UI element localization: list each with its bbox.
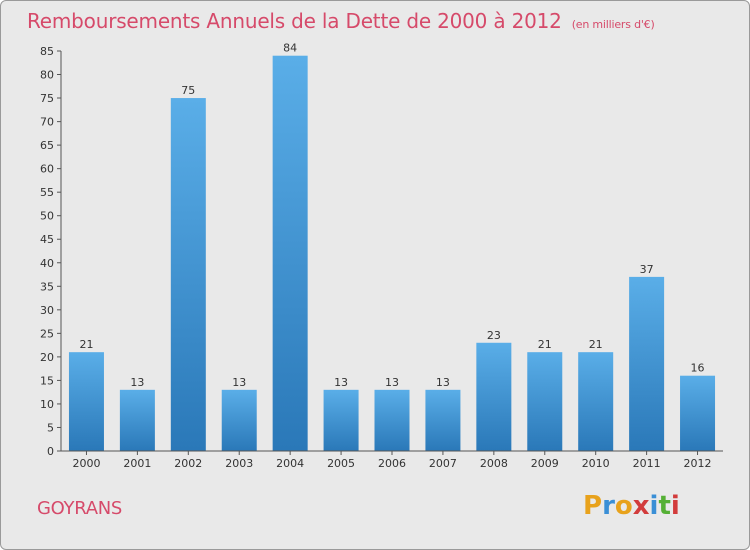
bar-2010 [578, 352, 614, 451]
y-tick-label: 50 [40, 210, 54, 223]
x-tick-label-2009: 2009 [531, 457, 559, 470]
x-tick-label-2007: 2007 [429, 457, 457, 470]
data-label-2006: 13 [385, 376, 399, 389]
chart-unit-note: (en milliers d'€) [571, 18, 655, 31]
proxiti-logo: Proxiti [583, 491, 680, 521]
bars: 21 13 75 13 84 13 13 13 23 21 21 37 16 [68, 42, 716, 452]
bar-2009 [527, 352, 563, 451]
y-tick-label: 0 [47, 445, 54, 458]
data-label-2012: 16 [691, 362, 705, 375]
y-tick-label: 85 [40, 45, 54, 58]
bar-2004 [272, 55, 308, 452]
bar-2002 [170, 98, 206, 451]
data-label-2007: 13 [436, 376, 450, 389]
bar-2006 [374, 389, 410, 451]
logo-letter: r [602, 491, 615, 521]
x-tick-label-2006: 2006 [378, 457, 406, 470]
y-tick-label: 15 [40, 374, 54, 387]
bar-2000 [68, 352, 104, 451]
y-tick-label: 30 [40, 304, 54, 317]
y-tick-label: 80 [40, 69, 54, 82]
data-label-2009: 21 [538, 338, 552, 351]
y-tick-label: 10 [40, 398, 54, 411]
data-label-2004: 84 [283, 42, 297, 55]
y-tick-label: 5 [47, 421, 54, 434]
logo-letter: i [670, 491, 680, 521]
y-tick-label: 65 [40, 139, 54, 152]
x-tick-label-2011: 2011 [633, 457, 661, 470]
x-tick-label-2000: 2000 [72, 457, 100, 470]
bar-2008 [476, 342, 512, 451]
x-tick-label-2005: 2005 [327, 457, 355, 470]
data-label-2000: 21 [79, 338, 93, 351]
commune-name: GOYRANS [37, 498, 123, 519]
data-label-2005: 13 [334, 376, 348, 389]
bar-2012 [680, 375, 716, 451]
bar-2003 [221, 389, 257, 451]
y-tick-label: 35 [40, 280, 54, 293]
x-tick-label-2010: 2010 [582, 457, 610, 470]
bar-2005 [323, 389, 359, 451]
y-tick-label: 55 [40, 186, 54, 199]
data-label-2010: 21 [589, 338, 603, 351]
data-label-2001: 13 [130, 376, 144, 389]
x-tick-label-2002: 2002 [174, 457, 202, 470]
x-tick-label-2001: 2001 [123, 457, 151, 470]
data-label-2011: 37 [640, 263, 654, 276]
logo-letter: o [614, 491, 633, 521]
data-label-2008: 23 [487, 329, 501, 342]
bar-2001 [119, 389, 155, 451]
x-axis: 2000 2001 2002 2003 2004 2005 2006 2007 2008 2009… [61, 450, 723, 470]
logo-letter: x [632, 491, 650, 521]
data-label-2003: 13 [232, 376, 246, 389]
y-tick-label: 75 [40, 92, 54, 105]
y-tick-label: 60 [40, 163, 54, 176]
y-tick-label: 25 [40, 327, 54, 340]
chart-title-text: Remboursements Annuels de la Dette de 20… [27, 9, 562, 33]
data-label-2002: 75 [181, 84, 195, 97]
x-tick-label-2003: 2003 [225, 457, 253, 470]
x-tick-label-2004: 2004 [276, 457, 304, 470]
y-tick-label: 20 [40, 351, 54, 364]
logo-letter: P [583, 491, 603, 521]
chart-title: Remboursements Annuels de la Dette de 20… [27, 9, 655, 33]
x-tick-label-2012: 2012 [684, 457, 712, 470]
logo-letter: t [658, 491, 671, 521]
y-axis: 0 5 10 15 20 25 30 35 40 45 50 55 60 65 70 75 80 85 [40, 45, 62, 458]
y-tick-label: 45 [40, 233, 54, 246]
bar-2011 [629, 276, 665, 451]
y-tick-label: 70 [40, 116, 54, 129]
x-tick-label-2008: 2008 [480, 457, 508, 470]
logo-letter: i [649, 491, 659, 521]
bar-2007 [425, 389, 461, 451]
y-tick-label: 40 [40, 257, 54, 270]
